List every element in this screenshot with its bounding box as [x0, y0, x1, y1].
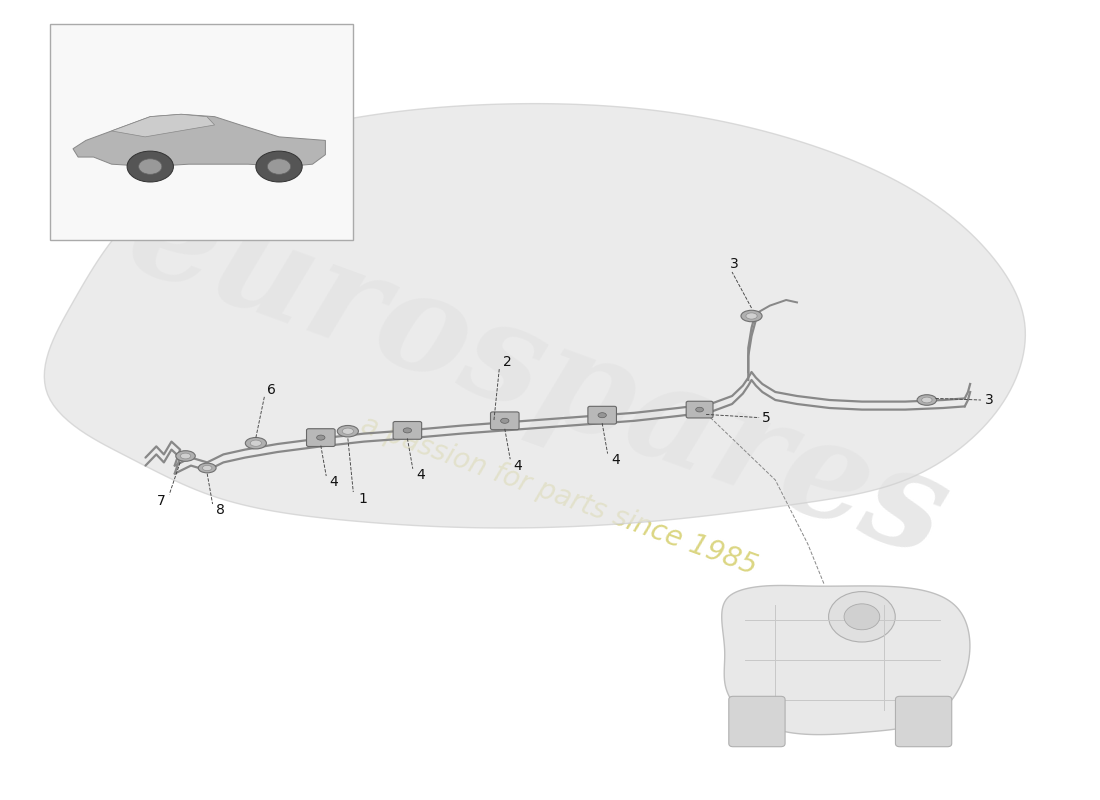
FancyBboxPatch shape — [895, 696, 952, 746]
Ellipse shape — [695, 407, 703, 412]
Text: a passion for parts since 1985: a passion for parts since 1985 — [356, 411, 761, 581]
Ellipse shape — [404, 428, 411, 433]
Ellipse shape — [917, 394, 936, 406]
FancyBboxPatch shape — [587, 406, 616, 424]
Text: 7: 7 — [157, 494, 166, 508]
Text: 5: 5 — [762, 410, 771, 425]
Ellipse shape — [202, 466, 212, 470]
Ellipse shape — [338, 426, 359, 437]
Ellipse shape — [250, 440, 262, 446]
Ellipse shape — [139, 159, 162, 174]
Ellipse shape — [180, 453, 190, 459]
Polygon shape — [722, 586, 970, 734]
Text: 6: 6 — [266, 382, 276, 397]
Text: 4: 4 — [330, 475, 338, 490]
Ellipse shape — [128, 151, 174, 182]
Ellipse shape — [598, 413, 606, 418]
Polygon shape — [73, 114, 326, 166]
FancyBboxPatch shape — [686, 402, 713, 418]
Ellipse shape — [844, 604, 880, 630]
FancyBboxPatch shape — [307, 429, 336, 446]
Ellipse shape — [741, 310, 762, 322]
Ellipse shape — [176, 450, 196, 462]
Ellipse shape — [267, 159, 290, 174]
Text: 4: 4 — [514, 458, 522, 473]
Ellipse shape — [746, 313, 757, 319]
FancyBboxPatch shape — [393, 422, 421, 439]
Text: 4: 4 — [416, 468, 425, 482]
Polygon shape — [44, 104, 1025, 528]
Ellipse shape — [500, 418, 509, 423]
Text: 1: 1 — [359, 492, 367, 506]
Ellipse shape — [922, 397, 932, 403]
FancyBboxPatch shape — [491, 412, 519, 430]
Text: eurospares: eurospares — [110, 166, 965, 586]
Ellipse shape — [317, 435, 324, 440]
Ellipse shape — [198, 463, 216, 473]
FancyBboxPatch shape — [729, 696, 785, 746]
Ellipse shape — [342, 428, 353, 434]
Text: 2: 2 — [503, 354, 512, 369]
Text: 4: 4 — [610, 453, 619, 467]
FancyBboxPatch shape — [51, 24, 353, 240]
Ellipse shape — [245, 438, 266, 449]
Text: 8: 8 — [216, 503, 224, 518]
Ellipse shape — [256, 151, 302, 182]
Text: 3: 3 — [729, 257, 738, 271]
Ellipse shape — [828, 592, 895, 642]
Text: 3: 3 — [986, 393, 994, 407]
Polygon shape — [111, 114, 214, 137]
